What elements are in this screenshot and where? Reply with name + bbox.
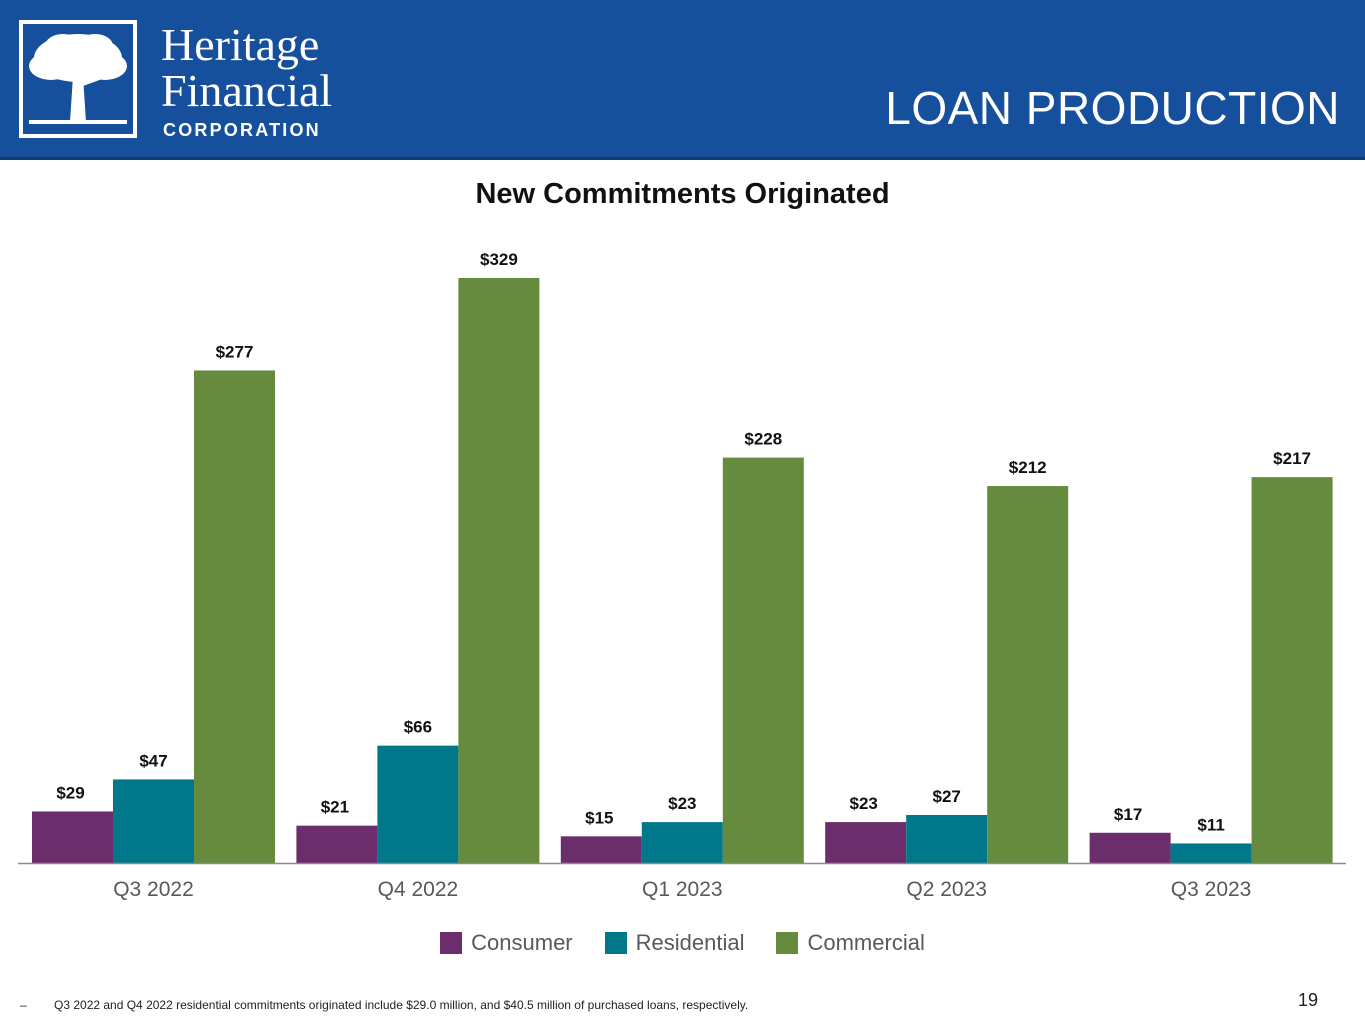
data-label-consumer: $23	[850, 794, 878, 813]
legend-label-consumer: Consumer	[471, 930, 573, 955]
data-label-residential: $47	[139, 751, 167, 770]
data-label-consumer: $29	[56, 783, 84, 802]
bar-residential	[906, 814, 988, 863]
legend-item-commercial: Commercial	[776, 930, 925, 956]
brand-subtitle: CORPORATION	[163, 120, 321, 140]
data-label-consumer: $17	[1114, 805, 1142, 824]
data-label-commercial: $329	[480, 250, 518, 269]
bar-commercial	[987, 486, 1069, 863]
header-banner: Heritage Financial CORPORATION LOAN PROD…	[0, 0, 1365, 160]
x-tick-label: Q4 2022	[378, 878, 459, 901]
legend-item-consumer: Consumer	[440, 930, 573, 956]
x-tick-label: Q3 2022	[113, 878, 194, 901]
data-label-commercial: $228	[744, 430, 782, 449]
footnote-bullet: –	[20, 998, 27, 1012]
legend-label-residential: Residential	[635, 930, 745, 955]
x-tick-label: Q3 2023	[1171, 878, 1252, 901]
brand-name-line2: Financial	[161, 65, 333, 116]
bar-residential	[113, 779, 194, 863]
data-label-residential: $27	[933, 787, 961, 806]
bar-consumer	[560, 836, 642, 863]
legend-item-residential: Residential	[604, 930, 745, 956]
logo	[19, 20, 137, 138]
bar-residential	[1170, 843, 1252, 863]
data-label-commercial: $217	[1273, 449, 1311, 468]
data-label-consumer: $15	[585, 808, 613, 827]
bar-commercial	[194, 370, 275, 863]
legend-swatch-residential	[604, 932, 627, 954]
bar-consumer	[825, 822, 907, 863]
x-tick-label: Q2 2023	[906, 878, 987, 901]
footnote: – Q3 2022 and Q4 2022 residential commitm…	[20, 998, 748, 1012]
chart-legend: Consumer Residential Commercial	[0, 926, 1365, 960]
slide-title: LOAN PRODUCTION	[885, 82, 1340, 134]
bar-consumer	[32, 811, 113, 863]
page-number: 19	[1297, 990, 1318, 1010]
data-label-commercial: $212	[1009, 458, 1047, 477]
data-label-residential: $66	[404, 718, 432, 737]
bar-commercial	[1251, 477, 1333, 863]
data-label-consumer: $21	[321, 798, 349, 817]
chart-title: New Commitments Originated	[475, 178, 890, 210]
bar-residential	[641, 822, 723, 863]
data-label-residential: $23	[668, 794, 696, 813]
bar-consumer	[296, 825, 378, 863]
brand-name-line1: Heritage	[161, 19, 320, 70]
data-label-commercial: $277	[216, 342, 254, 361]
bar-residential	[377, 745, 459, 863]
footnote-text: Q3 2022 and Q4 2022 residential commitme…	[54, 998, 749, 1012]
legend-label-commercial: Commercial	[807, 930, 925, 955]
bar-consumer	[1089, 832, 1171, 863]
bar-commercial	[458, 278, 540, 863]
legend-swatch-consumer	[440, 932, 463, 954]
x-tick-label: Q1 2023	[642, 878, 723, 901]
bar-chart: $29 $47 $277 Q3 2022 $21 $66 $329 Q4 2022 $15 $23…	[18, 250, 1346, 901]
data-label-residential: $11	[1197, 815, 1224, 834]
bar-commercial	[722, 457, 804, 863]
oak-tree-icon	[29, 34, 127, 124]
legend-swatch-commercial	[776, 932, 799, 954]
